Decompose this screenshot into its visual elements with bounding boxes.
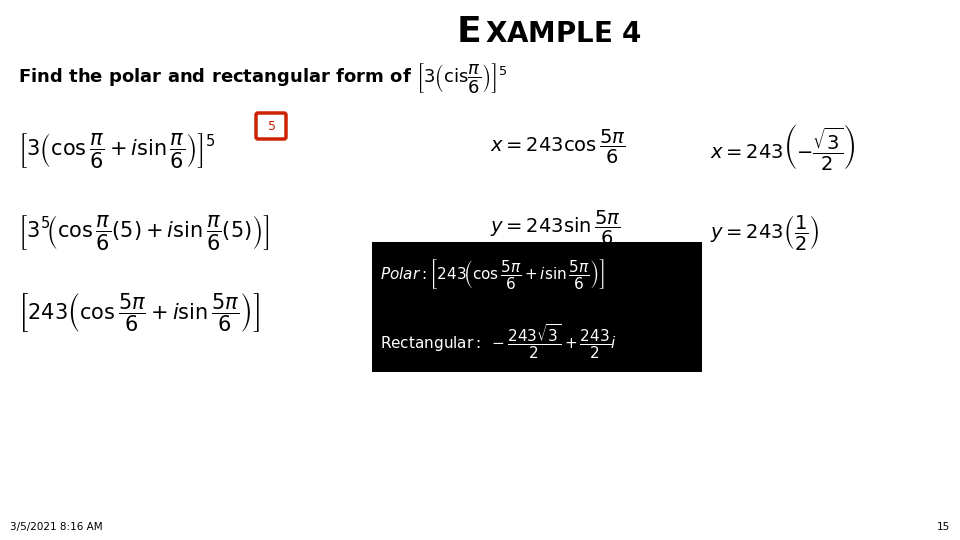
Text: $\left[3\left(\cos\dfrac{\pi}{6}+i\sin\dfrac{\pi}{6}\right)\right]^{5}$: $\left[3\left(\cos\dfrac{\pi}{6}+i\sin\d… <box>18 131 216 170</box>
Text: 3/5/2021 8:16 AM: 3/5/2021 8:16 AM <box>10 522 103 532</box>
Text: $\mathbf{E}$: $\mathbf{E}$ <box>456 15 480 49</box>
Text: $\mathbf{XAMPLE\ 4}$: $\mathbf{XAMPLE\ 4}$ <box>485 22 641 49</box>
FancyBboxPatch shape <box>256 113 286 139</box>
Text: $y=243\left(\dfrac{1}{2}\right)$: $y=243\left(\dfrac{1}{2}\right)$ <box>710 213 820 252</box>
Text: $\left[3^{5}\!\left(\cos\dfrac{\pi}{6}(5)+i\sin\dfrac{\pi}{6}(5)\right)\right]$: $\left[3^{5}\!\left(\cos\dfrac{\pi}{6}(5… <box>18 213 270 252</box>
Text: Find the polar and rectangular form of $\left[3\left(\mathrm{cis}\dfrac{\pi}{6}\: Find the polar and rectangular form of $… <box>18 61 507 95</box>
Text: $5$: $5$ <box>267 119 276 132</box>
Text: $y=243\sin\dfrac{5\pi}{6}$: $y=243\sin\dfrac{5\pi}{6}$ <box>490 209 621 247</box>
Text: $\mathit{Polar}:\left[243\!\left(\cos\dfrac{5\pi}{6}+i\sin\dfrac{5\pi}{6}\right): $\mathit{Polar}:\left[243\!\left(\cos\df… <box>380 257 605 291</box>
Text: $\left[243\left(\cos\dfrac{5\pi}{6}+i\sin\dfrac{5\pi}{6}\right)\right]$: $\left[243\left(\cos\dfrac{5\pi}{6}+i\si… <box>18 291 260 334</box>
Text: $x=243\cos\dfrac{5\pi}{6}$: $x=243\cos\dfrac{5\pi}{6}$ <box>490 128 626 166</box>
Text: $x=243\left(-\dfrac{\sqrt{3}}{2}\right)$: $x=243\left(-\dfrac{\sqrt{3}}{2}\right)$ <box>710 122 855 172</box>
Bar <box>372 242 702 372</box>
Text: $\mathrm{Rectangular:}\ -\dfrac{243\sqrt{3}}{2}+\dfrac{243}{2}i$: $\mathrm{Rectangular:}\ -\dfrac{243\sqrt… <box>380 323 617 361</box>
Text: 15: 15 <box>937 522 950 532</box>
